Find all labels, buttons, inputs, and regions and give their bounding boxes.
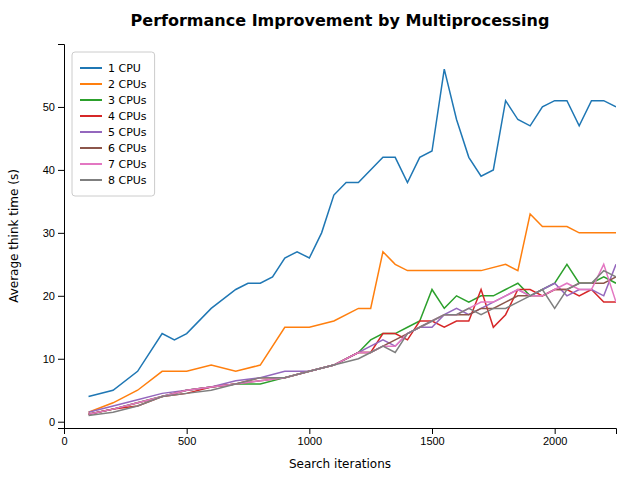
tick-mark [58,296,64,297]
legend-swatch [80,115,102,117]
lines [89,69,616,415]
legend-label: 6 CPUs [108,142,147,155]
axis-line [65,429,617,435]
tick-mark [432,428,433,434]
legend-label: 4 CPUs [108,110,147,123]
tick-mark [58,233,64,234]
legend-swatch [80,179,102,181]
series-line [89,264,616,414]
tick: 30 [43,227,64,239]
tick-label: 0 [49,416,55,428]
series-line [89,271,616,416]
tick-label: 1000 [298,435,322,447]
legend-item: 4 CPUs [80,110,147,123]
tick-label: 30 [43,227,55,239]
chart: 0 500 1000 1500 2000 0 10 20 30 40 50 1 CPU 2 CPUs 3 … [0,0,640,480]
legend-swatch [80,163,102,165]
tick: 2000 [543,428,567,447]
legend-item: 8 CPUs [80,174,147,187]
legend-item: 6 CPUs [80,142,147,155]
legend-swatch [80,99,102,101]
tick-mark [309,428,310,434]
tick-label: 1500 [420,435,444,447]
plot-area: 0 500 1000 1500 2000 0 10 20 30 40 50 1 CPU 2 CPUs 3 … [43,45,617,447]
tick: 40 [43,164,64,176]
legend-item: 3 CPUs [80,94,147,107]
legend-swatch [80,131,102,133]
series-line [89,277,616,414]
legend-swatch [80,67,102,69]
tick: 500 [178,428,196,447]
title: Performance Improvement by Multiprocessi… [131,11,550,30]
series-line [89,69,616,396]
legend-item: 1 CPU [80,62,141,75]
legend-swatch [80,83,102,85]
legend-item: 5 CPUs [80,126,147,139]
tick: 1500 [420,428,444,447]
tick: 0 [61,428,67,447]
tick: 50 [43,101,64,113]
legend-label: 7 CPUs [108,158,147,171]
tick-mark [58,422,64,423]
tick-label: 20 [43,290,55,302]
tick-mark [187,428,188,434]
tick-mark [58,359,64,360]
legend-swatch [80,147,102,149]
legend-label: 1 CPU [108,62,141,75]
legend-box [72,52,155,196]
tick-mark [58,170,64,171]
legend-label: 2 CPUs [108,78,147,91]
legend-label: 3 CPUs [108,94,147,107]
tick-label: 0 [61,435,67,447]
tick-label: 40 [43,164,55,176]
tick-label: 50 [43,101,55,113]
legend: 1 CPU 2 CPUs 3 CPUs 4 CPUs 5 CPUs 6 CPUs 7 CPU… [72,52,155,196]
tick: 10 [43,353,64,365]
legend-item: 7 CPUs [80,158,147,171]
y-axis-title: Average think time (s) [7,169,21,303]
x-axis: 0 500 1000 1500 2000 [61,428,616,447]
tick-label: 10 [43,353,55,365]
tick-label: 500 [178,435,196,447]
series-line [89,214,616,412]
tick: 20 [43,290,64,302]
legend-label: 5 CPUs [108,126,147,139]
x-axis-title: Search iterations [289,457,391,471]
tick-mark [555,428,556,434]
series-line [89,264,616,414]
series-line [89,264,616,412]
y-axis: 0 10 20 30 40 50 [43,45,65,429]
legend-item: 2 CPUs [80,78,147,91]
tick-mark [58,107,64,108]
tick-label: 2000 [543,435,567,447]
legend-label: 8 CPUs [108,174,147,187]
tick: 1000 [298,428,322,447]
axis-line [58,45,65,429]
tick: 0 [49,416,64,428]
